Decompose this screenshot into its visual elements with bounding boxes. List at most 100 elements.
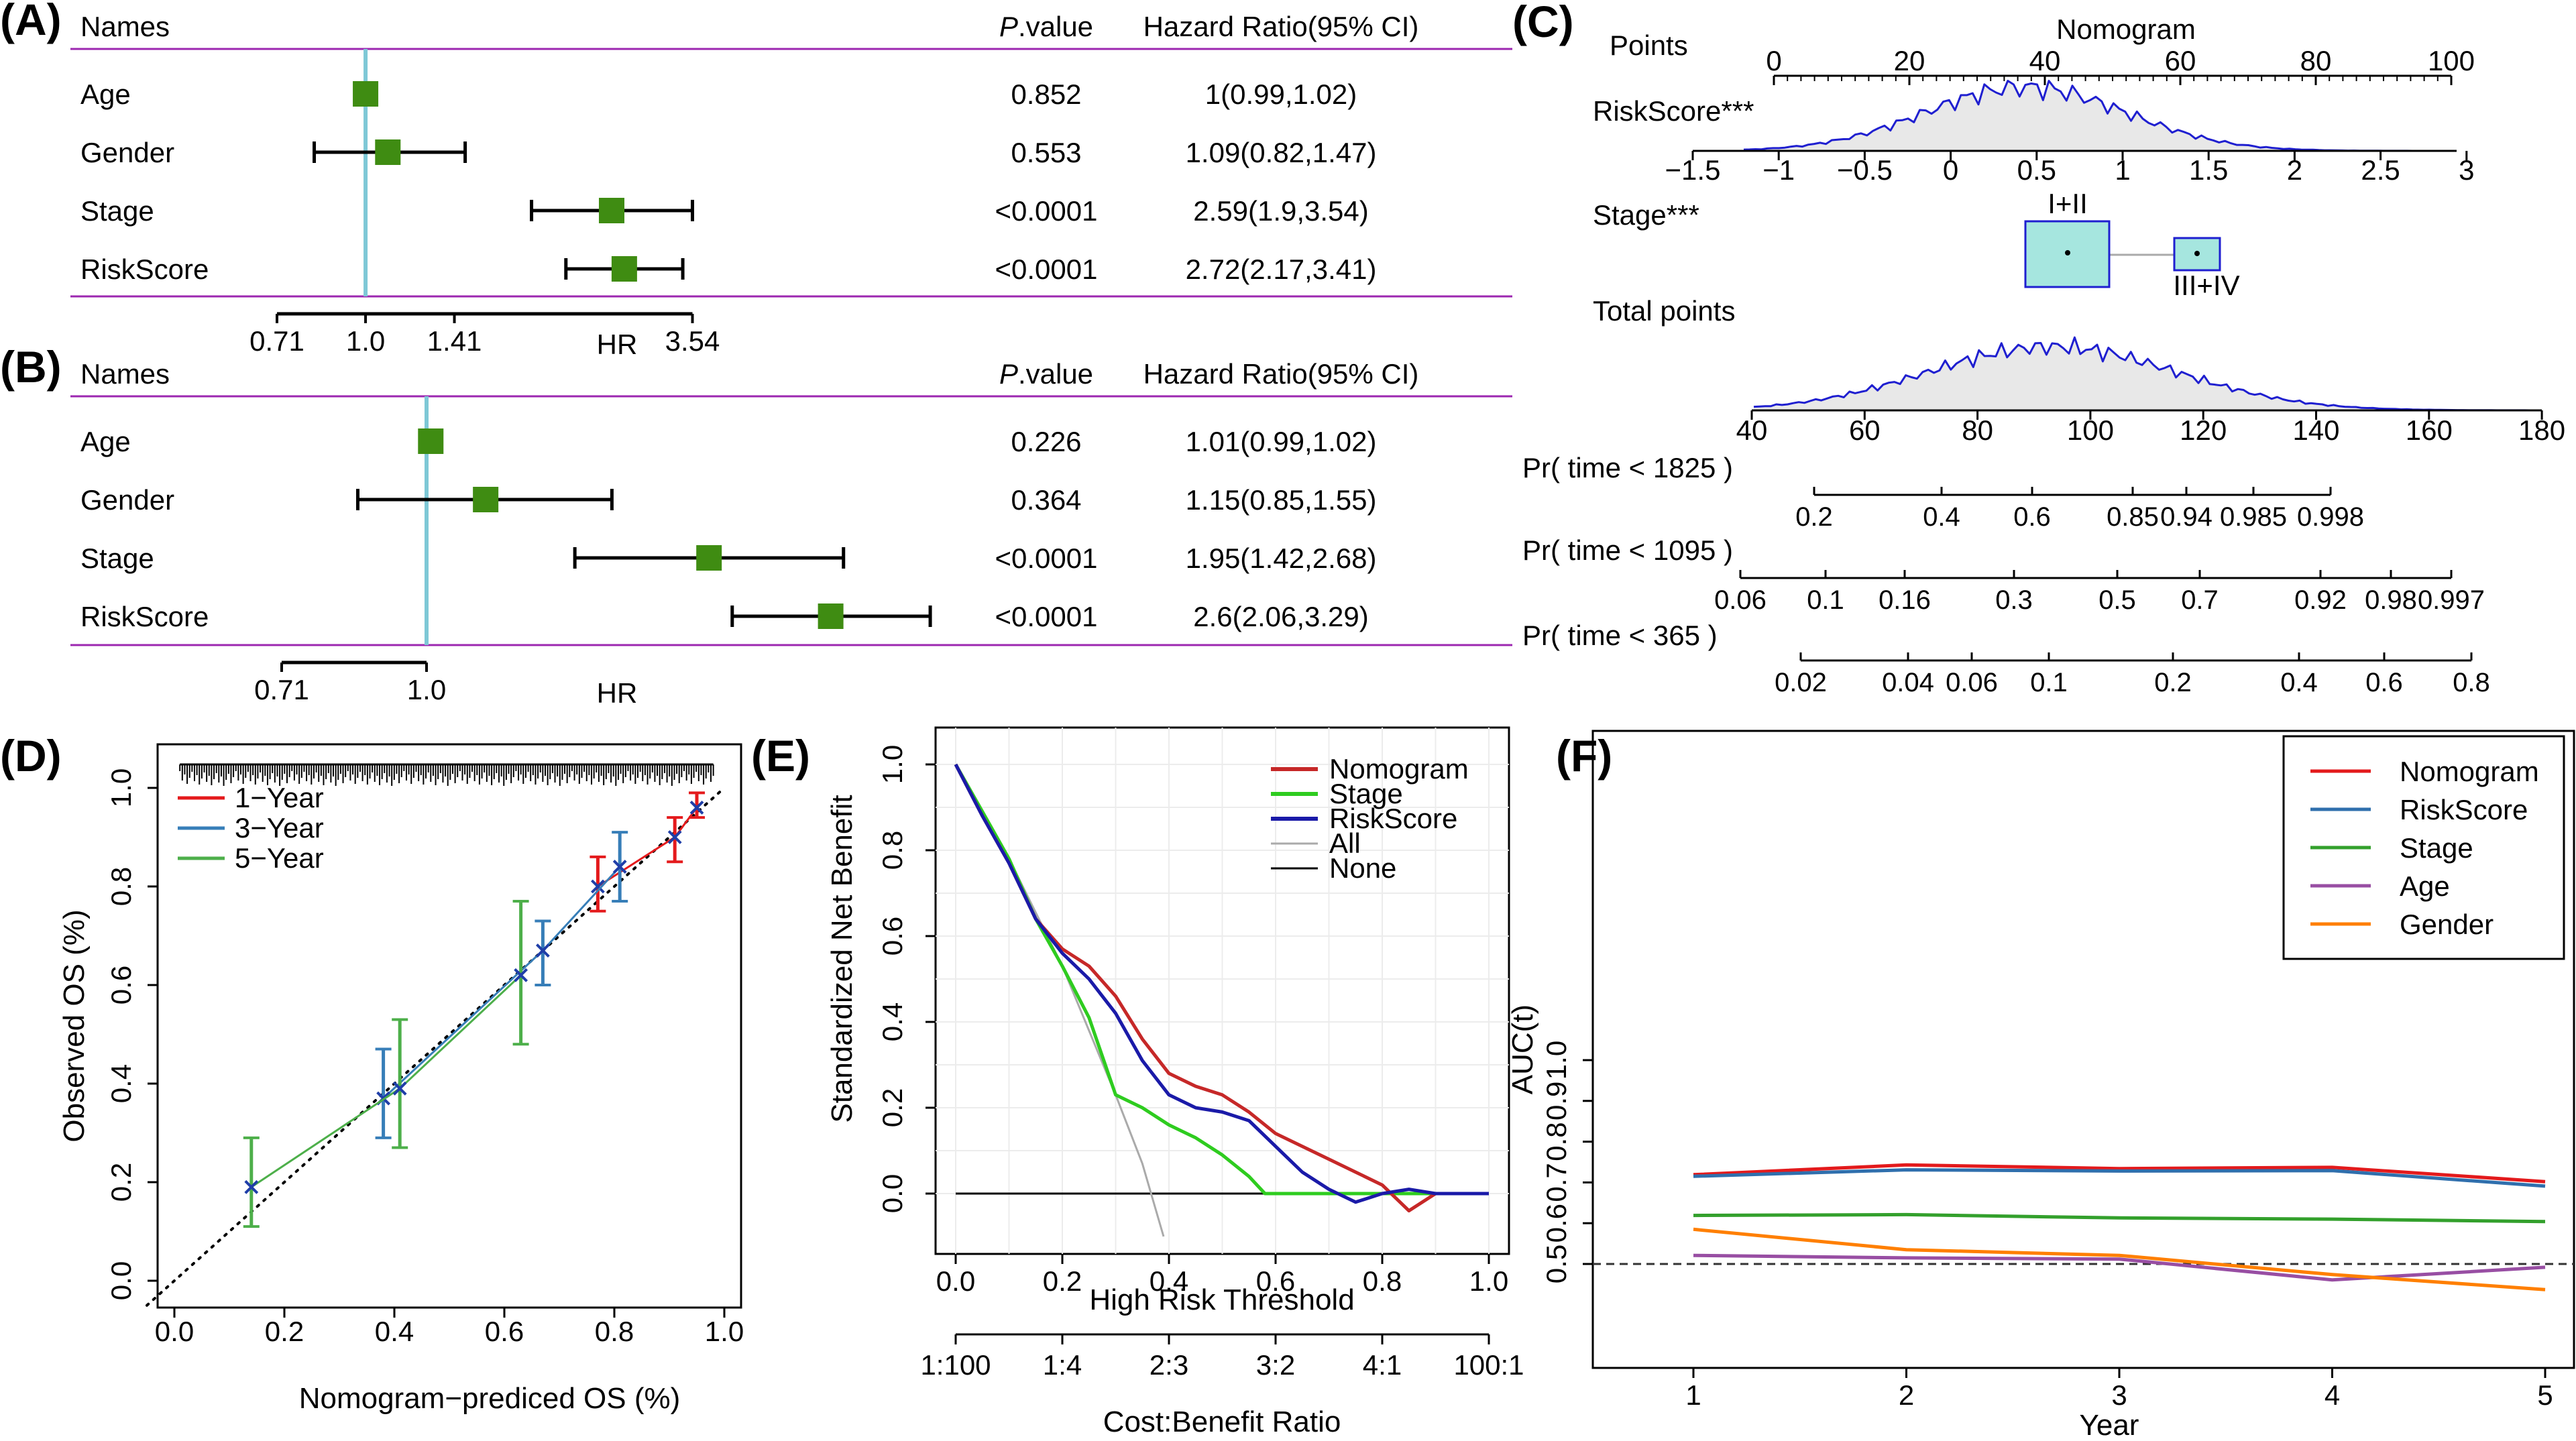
nomogram-riskscore-tick-label: −1	[1762, 154, 1795, 186]
dca-cost-benefit-tick-label: 4:1	[1363, 1349, 1402, 1381]
forest-point-estimate	[696, 545, 722, 571]
auc-series-line-gender	[1693, 1227, 2546, 1291]
calibration-point-marker	[535, 943, 550, 958]
nomogram-total-tick-label: 140	[2292, 414, 2339, 446]
dca-x-axis-label: High Risk Threshold	[1089, 1283, 1354, 1316]
nomogram-riskscore-tick-label: 0	[1943, 154, 1958, 186]
nomogram-row-label-points: Points	[1610, 30, 1688, 61]
dca-legend-label: Nomogram	[1329, 753, 1469, 785]
forest-x-axis-label: HR	[597, 677, 638, 709]
calibration-series-line	[382, 866, 621, 1100]
forest-x-tick-label: 0.71	[254, 674, 309, 705]
forest-row-hr: 1.01(0.99,1.02)	[1186, 426, 1377, 457]
forest-header-names: Names	[80, 358, 170, 390]
calibration-x-axis-label: Nomogram−prediced OS (%)	[299, 1382, 681, 1415]
nomogram-total-density-fill	[1754, 337, 2542, 410]
nomogram-pr1825-tick-label: 0.6	[2013, 502, 2051, 532]
auc-plot-frame	[1591, 730, 2575, 1369]
calibration-x-tick-label: 0.6	[485, 1316, 524, 1347]
auc-x-tick-label: 5	[2537, 1379, 2553, 1411]
forest-row-name: RiskScore	[80, 601, 209, 632]
dca-legend-label: Stage	[1329, 778, 1403, 809]
calibration-point-marker	[514, 968, 528, 982]
nomogram-points-tick-label: 20	[1894, 45, 1925, 76]
nomogram-points-tick-label: 80	[2300, 45, 2332, 76]
forest-header-pvalue: P.value	[999, 358, 1093, 390]
nomogram-row-label-total: Total points	[1593, 295, 1735, 327]
forest-row-name: Stage	[80, 542, 154, 574]
dca-legend-label: All	[1329, 827, 1361, 859]
auc-legend-label: Age	[2400, 870, 2450, 902]
nomogram-total-tick-label: 80	[1962, 414, 1993, 446]
nomogram-pr1095-tick-label: 0.92	[2294, 585, 2347, 615]
nomogram-riskscore-tick-label: 2	[2287, 154, 2302, 186]
auc-series-line-stage	[1693, 1212, 2546, 1224]
dca-x-tick-label: 0.8	[1363, 1265, 1402, 1297]
nomogram-points-tick-label: 40	[2029, 45, 2061, 76]
nomogram-row-label-riskscore: RiskScore***	[1593, 95, 1754, 127]
forest-row-hr: 1.15(0.85,1.55)	[1186, 484, 1377, 516]
dca-cost-benefit-label: Cost:Benefit Ratio	[1103, 1405, 1341, 1438]
auc-legend-label: Gender	[2400, 909, 2494, 940]
forest-x-tick-label: 1.0	[346, 325, 385, 357]
panel-label-(A): (A)	[0, 0, 62, 44]
dca-x-tick-label: 0.0	[936, 1265, 975, 1297]
nomogram-total-tick-label: 120	[2180, 414, 2227, 446]
forest-point-estimate	[599, 198, 625, 223]
forest-row-name: Age	[80, 426, 131, 457]
auc-x-tick-label: 1	[1685, 1379, 1701, 1411]
nomogram-total-tick-label: 60	[1849, 414, 1881, 446]
calibration-point-marker	[244, 1179, 259, 1194]
dca-cost-benefit-tick-label: 100:1	[1453, 1349, 1524, 1381]
dca-y-axis-label: Standardized Net Benefit	[826, 795, 858, 1122]
nomogram-pr1825-tick-label: 0.2	[1795, 502, 1833, 532]
calibration-y-tick-label: 1.0	[105, 768, 137, 807]
nomogram-pr365-tick-label: 0.2	[2154, 668, 2192, 697]
dca-cost-benefit-tick-label: 2:3	[1150, 1349, 1188, 1381]
auc-legend-label: Nomogram	[2400, 756, 2539, 787]
nomogram-points-tick-label: 0	[1766, 45, 1781, 76]
forest-row-name: RiskScore	[80, 253, 209, 285]
calibration-y-tick-label: 0.4	[105, 1064, 137, 1103]
nomogram-pr365-tick-label: 0.1	[2030, 668, 2068, 697]
calibration-y-tick-label: 0.6	[105, 966, 137, 1004]
nomogram-pr1095-tick-label: 0.7	[2181, 585, 2219, 615]
nomogram-pr1825-tick-label: 0.85	[2107, 502, 2159, 532]
nomogram-total-tick-label: 100	[2067, 414, 2114, 446]
nomogram-pr1095-tick-label: 0.16	[1879, 585, 1931, 615]
forest-row-hr: 1.09(0.82,1.47)	[1186, 137, 1377, 168]
forest-x-tick-label: 1.0	[407, 674, 446, 705]
auc-legend-label: RiskScore	[2400, 794, 2528, 825]
dca-y-tick-label: 0.8	[877, 831, 908, 870]
nomogram-pr1825-tick-label: 0.985	[2220, 502, 2287, 532]
nomogram-pr1825-tick-label: 0.94	[2160, 502, 2213, 532]
calibration-y-tick-label: 0.2	[105, 1163, 137, 1202]
auc-x-axis-label: Year	[2080, 1409, 2139, 1441]
forest-row-name: Age	[80, 78, 131, 110]
nomogram-row-label-pr1825: Pr( time < 1825 )	[1522, 452, 1733, 483]
forest-row-pvalue: 0.553	[1011, 137, 1081, 168]
dca-series-line-riskscore	[954, 763, 1489, 1204]
forest-header-names: Names	[80, 11, 170, 42]
forest-x-tick-label: 0.71	[249, 325, 304, 357]
auc-y-axis-label: AUC(t)	[1506, 1004, 1539, 1094]
forest-x-tick-label: 1.41	[427, 325, 482, 357]
nomogram-total-tick-label: 160	[2406, 414, 2453, 446]
forest-row-pvalue: 0.226	[1011, 426, 1081, 457]
nomogram-row-label-pr365: Pr( time < 365 )	[1522, 620, 1718, 651]
calibration-point-marker	[392, 1081, 407, 1096]
dca-y-tick-label: 0.6	[877, 917, 908, 956]
nomogram-pr365-tick-label: 0.4	[2280, 668, 2318, 697]
nomogram-title: Nomogram	[2056, 13, 2196, 45]
panel-label-D: (D)	[0, 731, 62, 781]
forest-row-name: Stage	[80, 195, 154, 227]
forest-row-name: Gender	[80, 484, 174, 516]
auc-y-tick-label: 0.7	[1541, 1163, 1572, 1202]
forest-x-tick-label: 3.54	[665, 325, 720, 357]
nomogram-total-tick-label: 180	[2518, 414, 2565, 446]
dca-x-tick-label: 1.0	[1469, 1265, 1508, 1297]
auc-series-line-age	[1693, 1253, 2546, 1282]
forest-point-estimate	[473, 487, 499, 512]
nomogram-pr365-tick-label: 0.02	[1775, 668, 1827, 697]
